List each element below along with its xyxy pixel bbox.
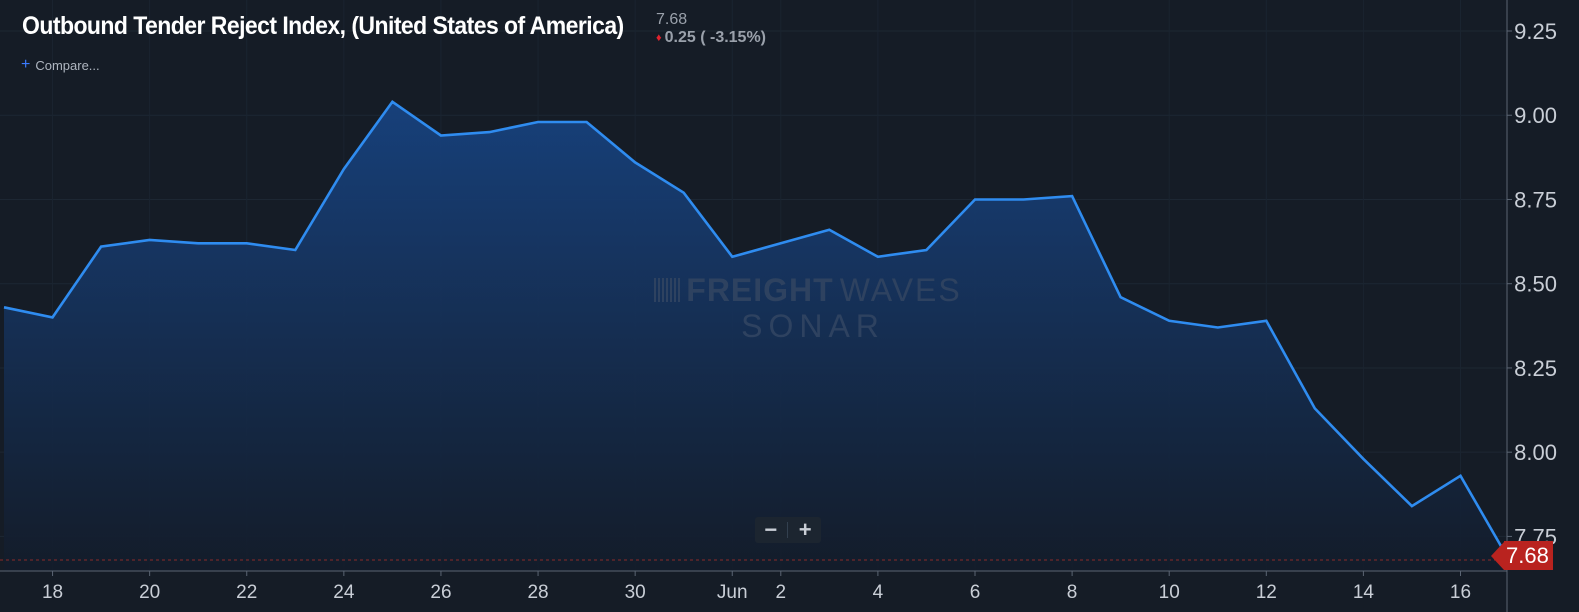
data-point[interactable] [486, 128, 494, 136]
data-point[interactable] [1020, 195, 1028, 203]
quote-box: 7.68 ♦ 0.25 ( -3.15%) [656, 11, 766, 47]
data-point[interactable] [874, 253, 882, 261]
y-tick-label: 9.25 [1514, 19, 1557, 44]
zoom-controls: − + [755, 517, 821, 543]
x-tick-label: 8 [1067, 582, 1078, 603]
compare-label: Compare... [35, 57, 100, 73]
data-point[interactable] [243, 239, 251, 247]
data-point[interactable] [437, 131, 445, 139]
data-point[interactable] [340, 165, 348, 173]
data-point[interactable] [1117, 293, 1125, 301]
x-tick-label: 16 [1450, 582, 1471, 603]
data-point[interactable] [194, 239, 202, 247]
data-point[interactable] [1214, 324, 1222, 332]
chart-header: Outbound Tender Reject Index, (United St… [22, 10, 766, 47]
down-triangle-icon: ♦ [656, 32, 662, 44]
x-tick-label: 10 [1159, 582, 1180, 603]
data-point[interactable] [97, 243, 105, 251]
data-point[interactable] [534, 118, 542, 126]
price-flag-value: 7.68 [1504, 541, 1553, 570]
data-point[interactable] [1068, 192, 1076, 200]
change-value: 0.25 ( -3.15%) [664, 29, 767, 46]
y-tick-label: 8.25 [1514, 356, 1557, 381]
last-value: 7.68 [656, 11, 688, 28]
data-point[interactable] [49, 313, 57, 321]
data-point[interactable] [1457, 472, 1465, 480]
x-tick-label: 28 [527, 582, 548, 603]
x-tick-label: 20 [139, 582, 160, 603]
y-tick-label: 8.50 [1514, 272, 1557, 297]
x-tick-label: 18 [42, 582, 63, 603]
data-point[interactable] [146, 236, 154, 244]
data-point[interactable] [971, 195, 979, 203]
x-tick-label: 12 [1256, 582, 1277, 603]
y-tick-label: 9.00 [1514, 103, 1557, 128]
last-price-flag: 7.68 [1491, 541, 1553, 570]
zoom-in-button[interactable]: + [798, 517, 812, 542]
data-point[interactable] [1359, 455, 1367, 463]
x-tick-label: 26 [430, 582, 451, 603]
x-tick-label: Jun [717, 582, 748, 603]
y-tick-label: 8.00 [1514, 440, 1557, 465]
price-flag-pointer [1491, 541, 1504, 570]
compare-button[interactable]: + Compare... [21, 57, 100, 73]
series-line[interactable] [3, 100, 1511, 561]
x-tick-label: 2 [776, 582, 787, 603]
series-area [4, 101, 1509, 572]
chart-title: Outbound Tender Reject Index, (United St… [22, 12, 624, 40]
x-tick-label: 6 [970, 582, 981, 603]
data-point[interactable] [1165, 317, 1173, 325]
data-point[interactable] [1408, 502, 1416, 510]
line-layer [0, 98, 1511, 561]
x-tick-label: 22 [236, 582, 257, 603]
area-layer [4, 101, 1509, 572]
data-point[interactable] [388, 98, 396, 106]
data-point[interactable] [0, 303, 8, 311]
x-tick-label: 14 [1353, 582, 1375, 603]
data-point[interactable] [728, 253, 736, 261]
data-point[interactable] [1311, 404, 1319, 412]
data-point[interactable] [1262, 317, 1270, 325]
data-point[interactable] [825, 226, 833, 234]
plus-icon: + [21, 56, 31, 73]
change-row: ♦ 0.25 ( -3.15%) [656, 29, 766, 47]
zoom-out-button[interactable]: − [764, 517, 778, 542]
x-tick-label: 30 [625, 582, 646, 603]
x-tick-label: 4 [873, 582, 884, 603]
data-point[interactable] [631, 158, 639, 166]
data-point[interactable] [680, 189, 688, 197]
x-tick-label: 24 [333, 582, 355, 603]
data-point[interactable] [777, 239, 785, 247]
data-point[interactable] [583, 118, 591, 126]
y-tick-label: 8.75 [1514, 187, 1557, 212]
data-point[interactable] [291, 246, 299, 254]
zoom-divider [787, 522, 789, 538]
data-point[interactable] [922, 246, 930, 254]
